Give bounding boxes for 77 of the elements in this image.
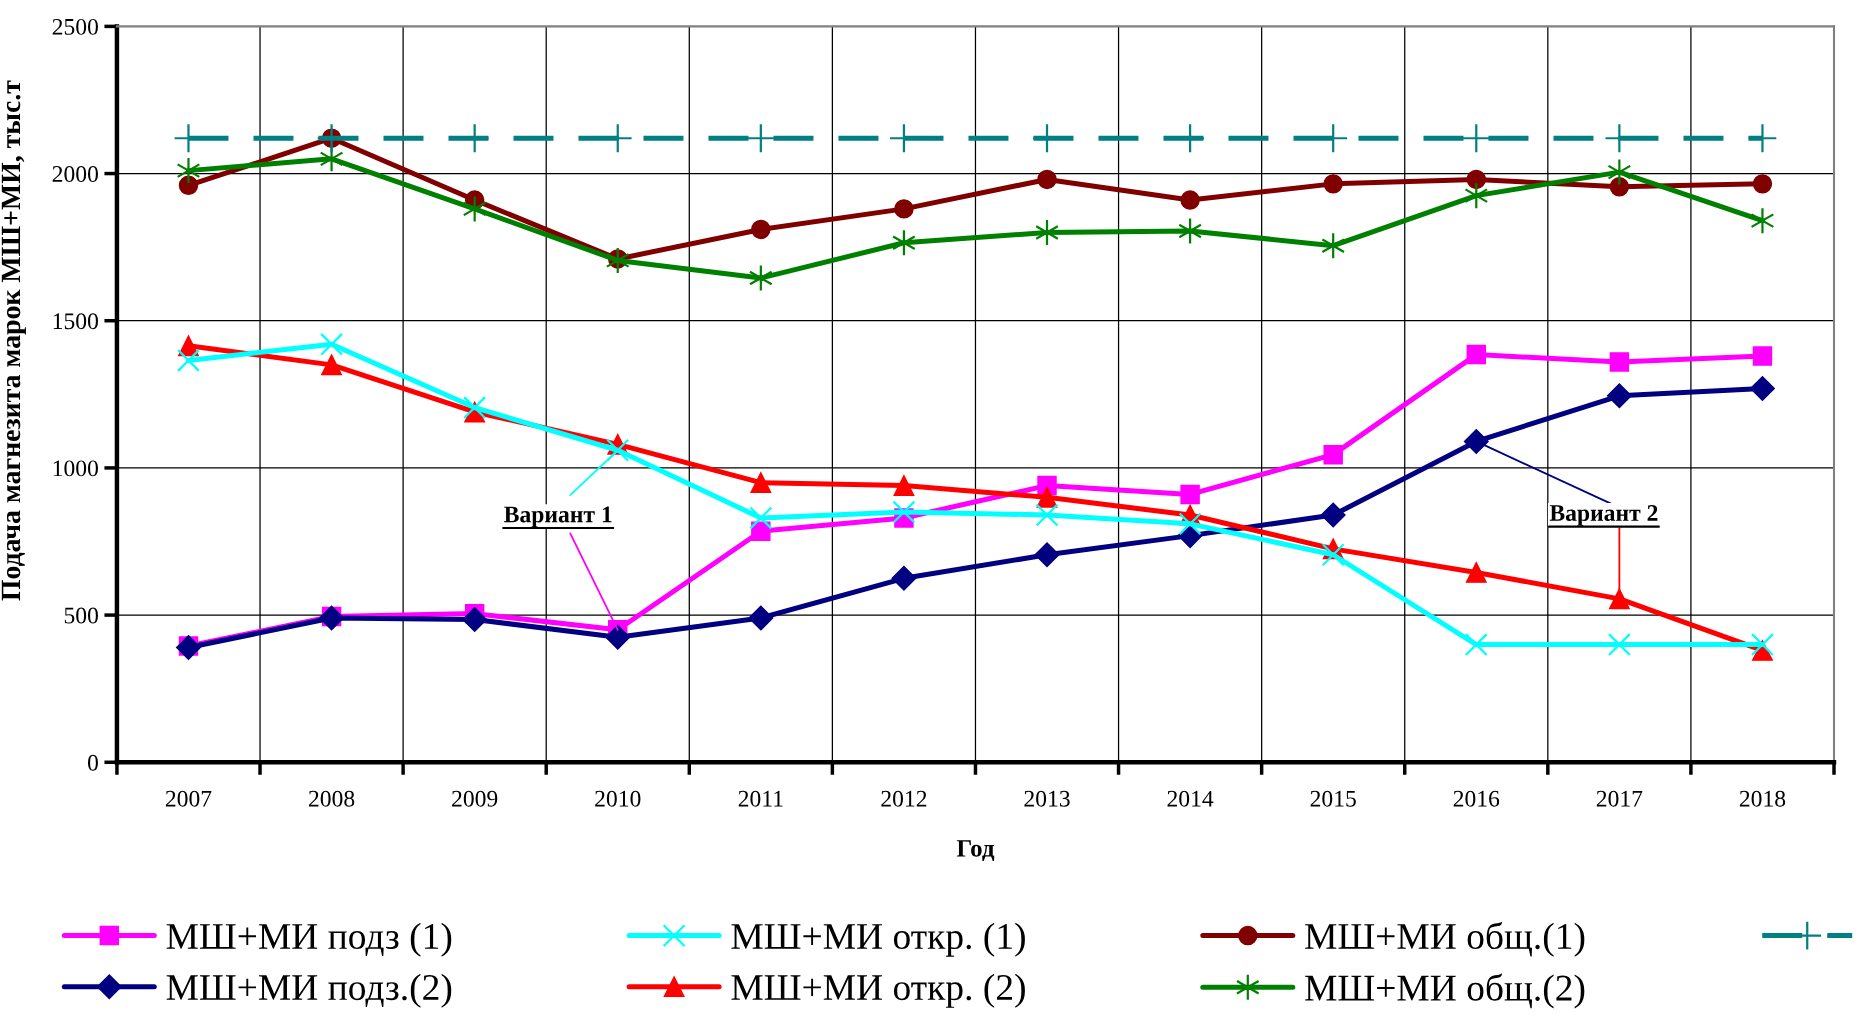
point xyxy=(1464,633,1488,657)
point xyxy=(1749,375,1775,401)
x-tick-label: 2013 xyxy=(1024,790,1070,807)
x-tick-label: 2014 xyxy=(1167,790,1214,807)
point xyxy=(1466,169,1487,190)
point xyxy=(1178,512,1202,536)
point xyxy=(606,438,630,462)
y-tick-label: 2500 xyxy=(52,18,98,35)
point xyxy=(605,246,630,275)
x-tick-label: 2011 xyxy=(738,790,783,807)
point xyxy=(1609,352,1630,372)
point xyxy=(462,195,487,223)
y-tick-label: 1000 xyxy=(53,460,98,477)
point xyxy=(1178,217,1203,245)
point xyxy=(1752,174,1773,194)
point xyxy=(749,506,773,530)
point xyxy=(1750,207,1775,235)
legend-label: МШ+МИ откр. (2) xyxy=(731,973,1025,1008)
point xyxy=(748,605,774,631)
legend-label: МШ+МИ подз (1) xyxy=(166,922,452,957)
point xyxy=(1609,177,1630,197)
point xyxy=(1180,484,1200,505)
point xyxy=(463,396,487,420)
point xyxy=(1034,542,1060,568)
point xyxy=(750,472,772,494)
legend-label: МШ+МИ подз.(2) xyxy=(166,973,452,1008)
point xyxy=(892,500,916,524)
point xyxy=(891,565,917,591)
x-tick-label: 2009 xyxy=(452,790,498,807)
annotation: Вариант 2 xyxy=(1549,505,1658,526)
point xyxy=(1466,344,1487,365)
y-tick-label: 2000 xyxy=(52,166,98,182)
point xyxy=(1321,543,1345,567)
point xyxy=(894,199,914,219)
point xyxy=(1180,190,1200,210)
point xyxy=(1750,633,1774,657)
point xyxy=(1747,123,1778,154)
legend-label: МШ+МИ общ.(1) xyxy=(1305,921,1585,957)
point xyxy=(462,607,488,632)
point xyxy=(751,521,771,541)
point xyxy=(1606,383,1632,409)
annotation: Вариант 1 xyxy=(504,506,612,528)
x-tick-label: 2017 xyxy=(1596,790,1643,807)
point xyxy=(1037,169,1057,190)
y-tick-label: 500 xyxy=(64,607,98,624)
point xyxy=(176,348,201,372)
x-tick-label: 2018 xyxy=(1739,790,1786,807)
point xyxy=(321,354,342,376)
x-axis-title: Год xyxy=(956,840,995,861)
x-tick-label: 2007 xyxy=(165,790,212,807)
point xyxy=(320,332,344,356)
point xyxy=(1608,588,1630,610)
point xyxy=(1464,182,1489,210)
point xyxy=(751,219,771,240)
point xyxy=(605,624,631,650)
x-tick-label: 2012 xyxy=(881,790,927,807)
point xyxy=(893,475,915,496)
point xyxy=(1463,428,1489,454)
point xyxy=(178,175,199,196)
x-tick-label: 2008 xyxy=(309,790,355,807)
point xyxy=(176,157,201,185)
y-tick-label: 1500 xyxy=(53,313,98,330)
x-tick-label: 2015 xyxy=(1310,790,1356,807)
point xyxy=(1607,633,1631,657)
legend-label: МШ+МИ общ.(2) xyxy=(1305,973,1585,1009)
x-tick-label: 2016 xyxy=(1453,790,1500,807)
point xyxy=(1752,346,1773,366)
y-tick-label: 0 xyxy=(87,754,98,771)
legend-label: МШ+МИ откр. (1) xyxy=(731,922,1025,957)
y-axis-title: Подача магнезита марок МШ+МИ, тыс.т xyxy=(1,80,26,601)
point xyxy=(1036,486,1058,508)
point xyxy=(1035,503,1059,527)
point xyxy=(1465,561,1487,583)
x-tick-label: 2010 xyxy=(595,790,641,807)
point xyxy=(1320,502,1346,528)
point xyxy=(1323,444,1343,465)
point xyxy=(1323,174,1343,194)
